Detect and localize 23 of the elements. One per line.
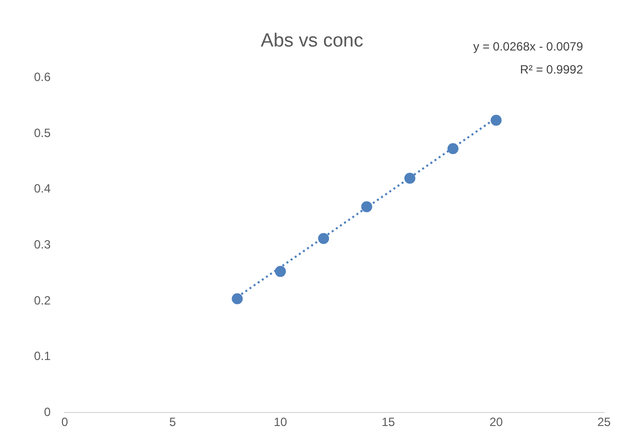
x-tick-label: 10 (274, 415, 288, 430)
point (274, 266, 286, 277)
y-tick-label: 0.3 (34, 238, 51, 252)
x-tick-label: 0 (61, 415, 68, 430)
y-tick-label: 0.6 (34, 70, 51, 84)
point (361, 201, 372, 212)
x-tick-label: 20 (489, 415, 504, 430)
point (318, 233, 330, 244)
point (404, 172, 416, 184)
x-tick-label: 15 (382, 415, 396, 430)
y-tick-label: 0 (44, 404, 51, 419)
text: y = 0.0268x - 0.0079 (473, 39, 584, 54)
chart-title: Abs vs conc (260, 30, 364, 52)
point (447, 143, 458, 154)
x-tick-label: 5 (169, 415, 176, 430)
y-tick-label: 0.5 (34, 126, 51, 140)
point (490, 114, 502, 126)
y-tick-label: 0.4 (34, 182, 51, 196)
text: R² = 0.9992 (520, 62, 584, 76)
y-tick-label: 0.1 (34, 349, 51, 364)
point (232, 293, 243, 304)
x-tick-label: 25 (597, 415, 611, 430)
y-tick-label: 0.2 (34, 293, 51, 308)
